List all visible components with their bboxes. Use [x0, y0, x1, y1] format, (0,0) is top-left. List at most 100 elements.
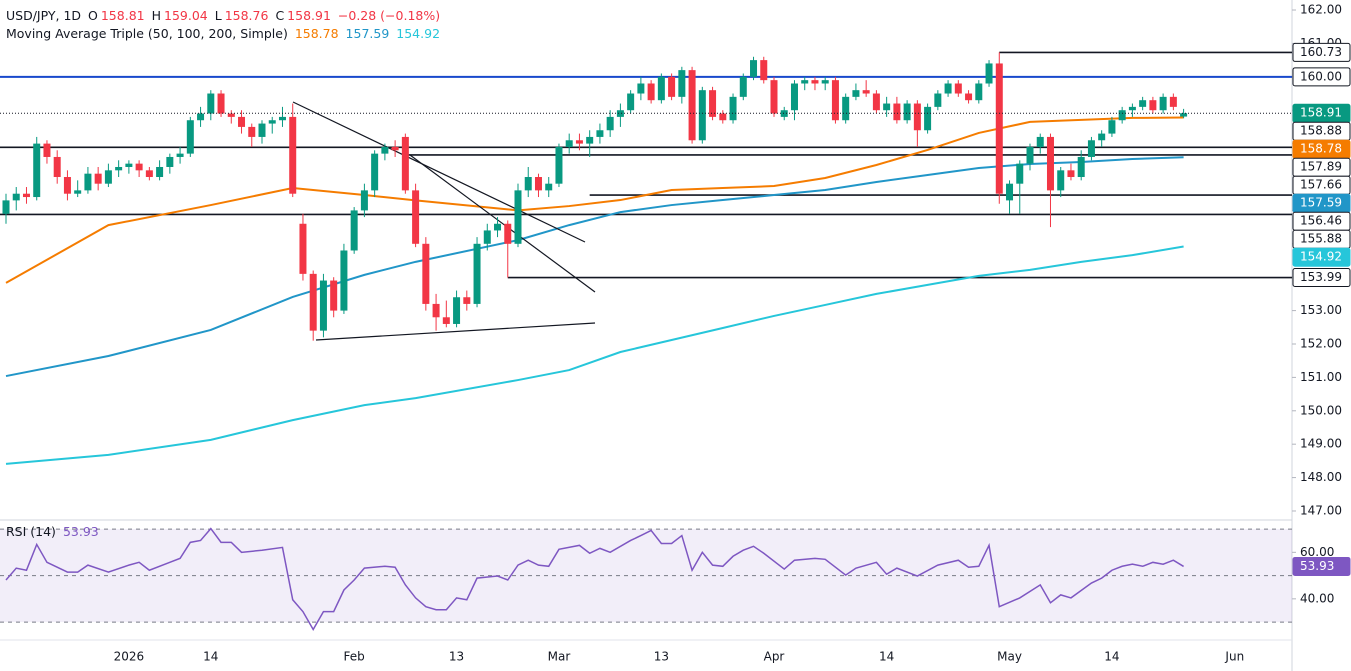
candle-body: [371, 153, 379, 191]
y-tick-label: 151.00: [1300, 370, 1342, 384]
y-tick-label: 40.00: [1300, 591, 1334, 605]
candle-body: [1128, 106, 1136, 111]
ohlc-label: C: [275, 8, 285, 23]
candle-body: [657, 76, 665, 101]
candle-body: [893, 103, 901, 121]
candle-body: [309, 273, 317, 331]
x-tick-label: 13: [654, 650, 669, 664]
candle-body: [1180, 113, 1188, 117]
candle-body: [166, 156, 174, 167]
x-tick-label: Jun: [1224, 650, 1244, 664]
ma-value: 158.78: [294, 26, 339, 41]
candle-body: [555, 146, 563, 184]
price-label-box: [1292, 556, 1351, 576]
trendline: [315, 322, 596, 341]
ohlc-label: O: [88, 8, 98, 23]
candle-body: [995, 63, 1003, 194]
candle-body: [821, 80, 829, 84]
candle-body: [74, 190, 82, 194]
price-label: 160.73: [1300, 45, 1342, 59]
candle-body: [442, 317, 450, 324]
rsi-value: 53.93: [62, 524, 99, 539]
price-label: 157.89: [1300, 160, 1342, 174]
candle-body: [1077, 156, 1085, 178]
candle-body: [739, 76, 747, 97]
price-label: 158.88: [1300, 124, 1342, 138]
price-label-box: [1292, 268, 1351, 288]
candle-body: [1087, 140, 1095, 157]
x-tick-label: Apr: [764, 650, 785, 664]
candle-body: [258, 123, 266, 137]
candle-body: [227, 113, 235, 117]
x-tick-label: Mar: [548, 650, 571, 664]
x-tick-label: May: [997, 650, 1022, 664]
candle-body: [2, 200, 10, 214]
candle-body: [545, 183, 553, 191]
trendlines: [292, 101, 596, 341]
candle-body: [944, 83, 952, 94]
y-tick-label: 149.00: [1300, 437, 1342, 451]
candle-body: [53, 156, 61, 178]
x-tick-label: 13: [449, 650, 464, 664]
candle-body: [903, 103, 911, 121]
candle-body: [750, 60, 758, 77]
moving-average: [5, 116, 1184, 284]
candle-body: [156, 166, 164, 178]
price-label: 153.99: [1300, 270, 1342, 284]
candle-body: [278, 116, 286, 121]
candle-body: [299, 223, 307, 274]
candle-body: [360, 190, 368, 211]
candle-body: [473, 243, 481, 304]
rsi-band: [0, 529, 1292, 623]
ohlc-value: 158.81: [100, 8, 145, 23]
ma-title: Moving Average Triple (50, 100, 200, Sim…: [6, 26, 288, 41]
price-label: 156.46: [1300, 214, 1342, 228]
candle-body: [1067, 170, 1075, 178]
candle-body: [1057, 170, 1065, 191]
candle-body: [709, 90, 717, 117]
price-label: 160.00: [1300, 69, 1342, 83]
candle-body: [1159, 96, 1167, 111]
candle-body: [534, 177, 542, 191]
ma-value: 157.59: [345, 26, 390, 41]
candle-body: [391, 146, 399, 151]
candle-body: [463, 297, 471, 304]
candle-body: [125, 163, 133, 167]
candle-body: [790, 83, 798, 111]
candle-body: [719, 113, 727, 121]
ohlc-value: 158.91: [287, 8, 331, 23]
y-tick-label: 147.00: [1300, 503, 1342, 517]
candle-body: [606, 116, 614, 131]
candle-body: [268, 120, 276, 124]
candle-body: [319, 280, 327, 331]
candle-body: [145, 170, 153, 178]
ohlc-value: 159.04: [164, 8, 208, 23]
x-tick-label: Feb: [344, 650, 365, 664]
price-label-box: [1292, 67, 1351, 87]
candle-body: [811, 80, 819, 84]
candle-body: [852, 90, 860, 97]
change: −0.28 (−0.18%): [337, 8, 441, 23]
candle-body: [985, 63, 993, 84]
candle-body: [729, 96, 737, 121]
moving-average: [5, 245, 1184, 465]
candle-body: [43, 143, 51, 157]
candle-body: [688, 70, 696, 141]
ma-legend: Moving Average Triple (50, 100, 200, Sim…: [6, 26, 443, 41]
candle-body: [135, 163, 143, 171]
candle-body: [412, 190, 420, 244]
trendline: [409, 154, 596, 293]
price-label: 155.88: [1300, 232, 1342, 246]
candle-body: [1149, 100, 1157, 111]
candle-body: [289, 116, 297, 194]
x-tick-label: 14: [1104, 650, 1119, 664]
candle-body: [401, 136, 409, 191]
candle-body: [954, 83, 962, 94]
candle-body: [883, 103, 891, 111]
candle-body: [483, 230, 491, 244]
price-label: 158.78: [1300, 142, 1342, 156]
candle-body: [1139, 100, 1147, 107]
x-tick-label: 14: [879, 650, 894, 664]
